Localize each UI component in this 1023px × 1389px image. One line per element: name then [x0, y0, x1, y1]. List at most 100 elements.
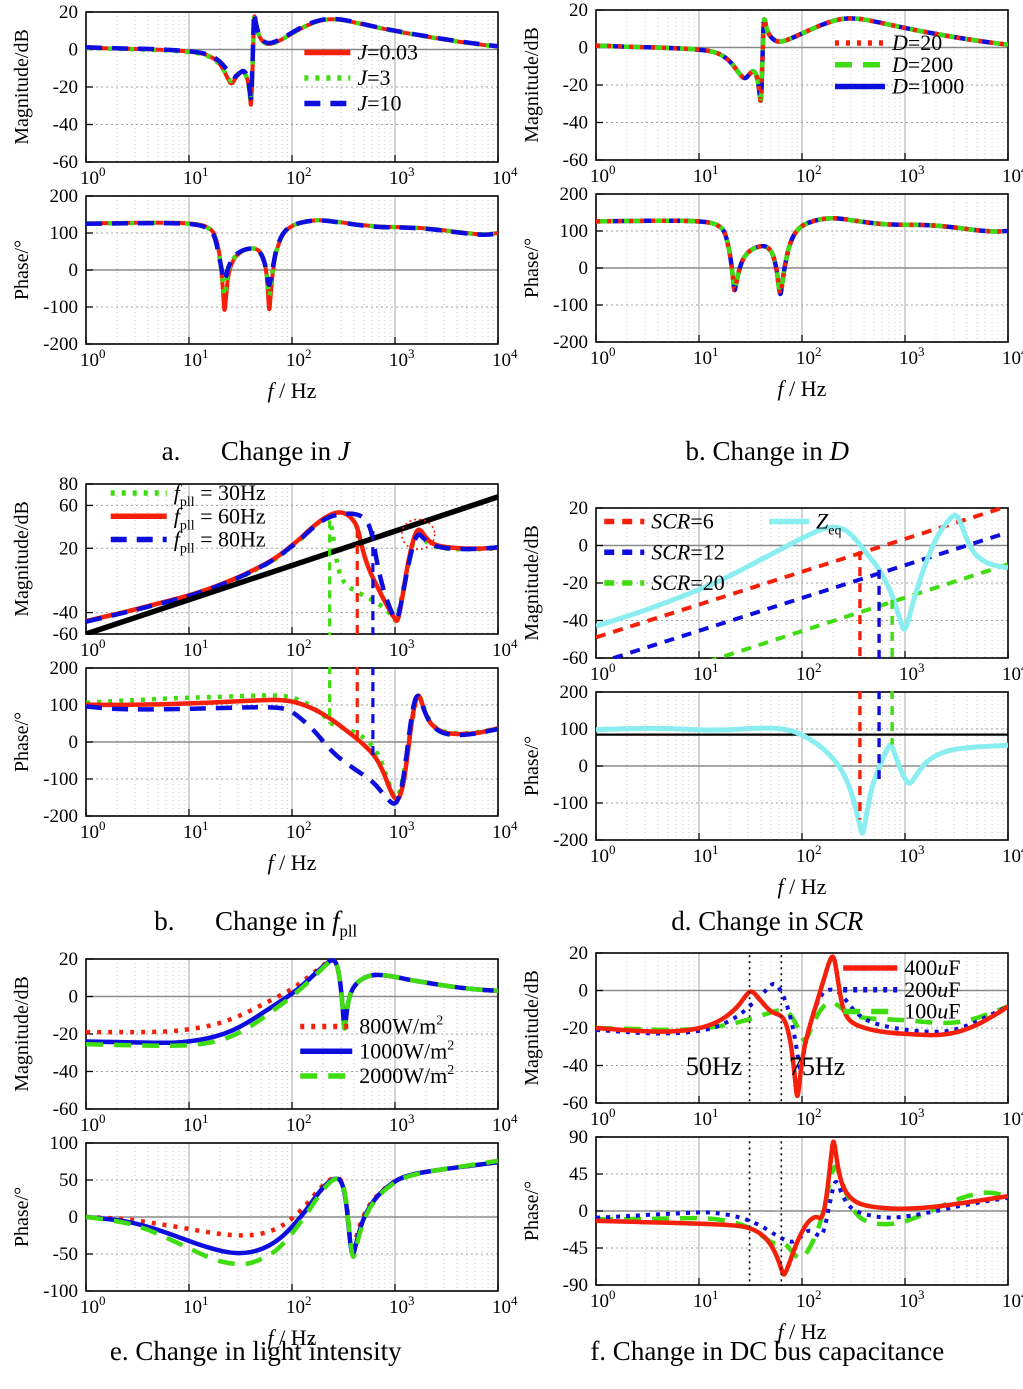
y-tick-label: -200: [553, 332, 588, 353]
legend-label: 1000W/m2: [359, 1038, 454, 1063]
x-tick-label: 103: [899, 842, 925, 867]
legend: SCR=6 SCR=12 SCR=20 Zeq: [604, 509, 842, 595]
series-fpll=80Hz: [86, 693, 498, 806]
series-400uF: [596, 954, 1008, 1099]
legend-item: D=200: [834, 52, 953, 77]
y-tick-label: -40: [53, 115, 78, 136]
legend-item: SCR=6: [604, 509, 714, 534]
caption-row-2: b. Change in fpll d. Change in SCR: [0, 898, 1023, 944]
x-tick-label: 104: [1002, 162, 1023, 187]
y-tick-label: 20: [569, 943, 588, 964]
x-tick-label: 101: [183, 1111, 209, 1136]
x-tick-label: 102: [796, 162, 822, 187]
x-tick-label: 100: [590, 1287, 616, 1312]
x-tick-label: 102: [796, 1105, 822, 1130]
y-tick-label: 200: [560, 184, 589, 205]
x-tick-label: 100: [590, 660, 616, 685]
series-D=200: [596, 215, 1008, 297]
y-tick-label: -100: [553, 793, 588, 814]
caption-d-text: d. Change in: [671, 906, 816, 936]
y-tick-label: 60: [59, 495, 78, 516]
x-tick-label: 101: [183, 346, 209, 371]
x-tick-label: 103: [389, 818, 415, 843]
series-grid-line: [86, 494, 498, 635]
frequency-axis-label: f / Hz: [268, 850, 317, 875]
x-tick-label: 103: [389, 1293, 415, 1318]
y-tick-label: -100: [43, 1281, 78, 1302]
legend-label: 200uF: [904, 977, 960, 1002]
x-tick-label: 101: [693, 660, 719, 685]
curves: [596, 507, 1008, 659]
series-2000W/m2: [86, 1158, 498, 1267]
y-tick-label: 20: [569, 498, 588, 519]
legend-item: fpll = 30Hz: [110, 480, 266, 510]
legend-label: 400uF: [904, 955, 960, 980]
caption-b-italic: D: [829, 436, 849, 466]
x-tick-label: 104: [1002, 344, 1023, 369]
y-tick-label: 0: [69, 987, 79, 1008]
series-SCR=12: [603, 530, 1008, 659]
series-D=20: [596, 16, 1008, 103]
legend-item: 2000W/m2: [300, 1063, 454, 1088]
legend-label: J=3: [357, 65, 390, 90]
curves: [596, 691, 1008, 836]
legend-item: 200uF: [843, 977, 960, 1002]
series-200uF: [596, 1179, 1008, 1244]
y-tick-label: -60: [53, 624, 78, 645]
y-tick-label: -60: [563, 648, 588, 669]
x-tick-label: 101: [693, 1105, 719, 1130]
y-tick-label: -50: [53, 1244, 78, 1265]
y-tick-label: 20: [59, 949, 78, 970]
y-tick-label: 200: [50, 658, 79, 679]
x-tick-label: 101: [183, 1293, 209, 1318]
caption-e: e. Change in light intensity: [0, 1328, 512, 1374]
x-tick-label: 102: [796, 660, 822, 685]
x-tick-label: 100: [80, 164, 106, 189]
legend-label: D=200: [891, 52, 953, 77]
curves: [86, 667, 498, 806]
x-tick-label: 100: [80, 346, 106, 371]
x-tick-label: 104: [492, 1111, 518, 1136]
x-tick-label: 101: [183, 164, 209, 189]
caption-b: b. Change in D: [512, 428, 1023, 474]
panel-d-chart: 200-20-40-60100101102103104Magnitude/dBS…: [521, 498, 1023, 899]
y-tick-label: -200: [43, 806, 78, 827]
magnitude-axis-label: Magnitude/dB: [521, 970, 543, 1086]
legend-item: SCR=12: [604, 539, 725, 564]
frequency-axis-label: f / Hz: [778, 874, 827, 899]
legend-label: fpll = 80Hz: [174, 527, 266, 557]
x-tick-label: 103: [899, 162, 925, 187]
y-tick-label: -20: [563, 75, 588, 96]
legend-item: 1000W/m2: [300, 1038, 454, 1063]
y-tick-label: 100: [50, 223, 79, 244]
y-tick-label: -60: [53, 152, 78, 173]
y-tick-label: -40: [53, 1062, 78, 1083]
x-tick-label: 103: [899, 1287, 925, 1312]
magnitude-axis-label: Magnitude/dB: [11, 29, 33, 145]
series-SCR=6: [596, 507, 1008, 640]
caption-a: a. Change in J: [0, 428, 512, 474]
y-tick-label: -60: [563, 1093, 588, 1114]
y-tick-label: -200: [43, 334, 78, 355]
x-tick-label: 102: [286, 636, 312, 661]
caption-a-italic: J: [337, 436, 350, 466]
y-tick-label: -90: [563, 1275, 588, 1296]
legend-label: J=10: [357, 91, 401, 116]
magnitude-axis-label: Magnitude/dB: [521, 27, 543, 143]
x-tick-label: 103: [389, 164, 415, 189]
curves: [86, 11, 498, 107]
curves: [596, 952, 1008, 1104]
caption-row-3: e. Change in light intensity f. Change i…: [0, 1328, 1023, 1374]
x-tick-label: 100: [80, 818, 106, 843]
y-tick-label: 20: [569, 0, 588, 21]
x-tick-label: 101: [693, 1287, 719, 1312]
x-tick-label: 104: [492, 818, 518, 843]
legend-item: J=3: [304, 65, 391, 90]
x-tick-label: 100: [80, 1111, 106, 1136]
series-100uF: [596, 1164, 1008, 1261]
x-tick-label: 100: [590, 842, 616, 867]
y-tick-label: -40: [53, 603, 78, 624]
